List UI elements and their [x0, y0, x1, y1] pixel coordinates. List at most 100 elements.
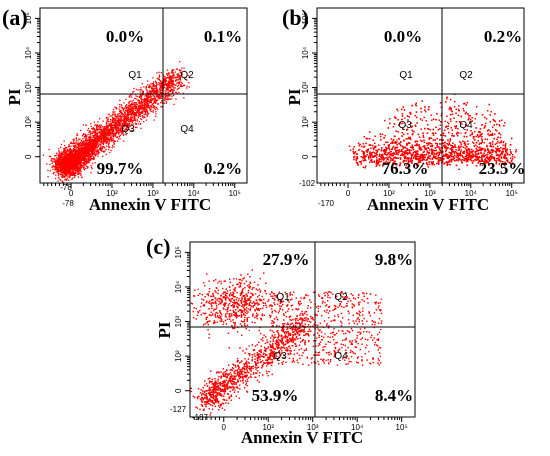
data-point: [61, 153, 63, 155]
data-point: [125, 122, 127, 124]
data-point: [133, 101, 135, 104]
data-point: [83, 159, 85, 161]
data-point: [80, 139, 83, 142]
data-point: [140, 96, 142, 98]
data-point: [99, 149, 101, 151]
data-point: [136, 126, 138, 128]
data-point: [107, 140, 109, 142]
data-point: [78, 143, 80, 145]
data-point: [176, 68, 179, 70]
data-point: [52, 161, 54, 163]
data-point: [126, 117, 129, 119]
data-point: [128, 108, 130, 110]
data-point: [89, 133, 91, 136]
data-point: [120, 119, 122, 121]
data-point: [166, 87, 168, 89]
data-point: [79, 138, 81, 140]
data-point: [96, 150, 98, 152]
data-point: [74, 163, 76, 165]
data-point: [162, 74, 165, 77]
data-point: [86, 155, 89, 157]
data-point: [90, 141, 92, 143]
data-point: [74, 157, 77, 159]
data-point: [167, 97, 169, 99]
data-point: [91, 155, 93, 157]
data-point: [57, 177, 60, 179]
data-point: [95, 145, 97, 148]
data-point: [172, 81, 175, 83]
data-point: [149, 94, 152, 96]
data-point: [135, 120, 137, 122]
data-point: [124, 116, 126, 118]
data-point: [54, 169, 56, 171]
data-point: [67, 162, 70, 164]
data-point: [60, 171, 62, 174]
data-point: [176, 73, 178, 75]
data-point: [62, 162, 64, 165]
data-point: [121, 113, 123, 115]
data-point: [79, 141, 82, 144]
data-point: [93, 148, 96, 150]
data-point: [86, 154, 88, 156]
data-point: [81, 135, 84, 137]
data-point: [122, 119, 124, 121]
data-point: [71, 142, 73, 145]
data-point: [118, 124, 120, 126]
data-point: [72, 148, 75, 150]
data-point: [70, 162, 73, 164]
data-point: [168, 75, 171, 77]
data-point: [100, 135, 102, 138]
data-point: [135, 114, 137, 116]
data-point: [159, 83, 161, 85]
data-point: [156, 82, 158, 84]
data-point: [87, 133, 89, 136]
data-point: [131, 96, 133, 98]
data-point: [60, 157, 62, 159]
data-point: [95, 143, 97, 145]
data-point: [165, 95, 167, 97]
data-point: [108, 142, 110, 144]
data-point: [102, 131, 104, 134]
data-point: [65, 178, 67, 180]
data-point: [92, 150, 94, 152]
data-point: [60, 170, 62, 173]
data-point: [63, 150, 65, 152]
data-point: [80, 144, 82, 146]
data-point: [58, 160, 60, 163]
data-point: [64, 166, 66, 168]
data-point: [131, 130, 134, 132]
data-point: [87, 150, 89, 152]
data-point: [107, 125, 109, 128]
data-point: [82, 134, 84, 136]
data-point: [82, 152, 84, 154]
data-point: [48, 148, 50, 151]
data-point: [75, 155, 77, 157]
data-point: [142, 111, 144, 113]
data-point: [171, 98, 173, 100]
data-point: [117, 117, 120, 119]
data-point: [70, 167, 73, 169]
data-point: [90, 123, 92, 125]
data-point: [138, 101, 140, 103]
data-point: [103, 150, 105, 152]
data-point: [94, 141, 97, 143]
data-point: [91, 150, 93, 152]
data-point: [141, 103, 143, 105]
data-point: [124, 125, 126, 128]
data-point: [81, 161, 83, 164]
data-point: [89, 156, 91, 158]
data-point: [149, 109, 151, 111]
data-point: [90, 142, 92, 144]
data-point: [113, 130, 115, 133]
data-point: [161, 83, 163, 85]
data-point: [161, 89, 163, 92]
data-point: [165, 90, 168, 92]
data-point: [57, 160, 60, 163]
data-point: [64, 169, 66, 171]
data-point: [129, 117, 132, 120]
data-point: [56, 159, 58, 161]
data-point: [106, 145, 108, 147]
data-point: [131, 104, 133, 106]
data-point: [152, 92, 154, 95]
data-point: [127, 113, 130, 115]
